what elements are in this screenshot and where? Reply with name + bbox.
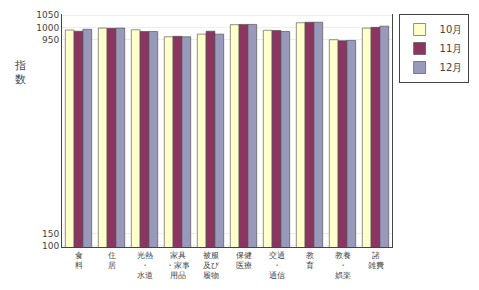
svg-text:諸雑費: 諸雑費 xyxy=(368,251,384,270)
svg-text:光熱・水道: 光熱・水道 xyxy=(137,251,153,281)
svg-text:被服及び履物: 被服及び履物 xyxy=(203,251,220,281)
svg-text:10月: 10月 xyxy=(440,24,463,35)
svg-text:交通・通信: 交通・通信 xyxy=(269,251,285,281)
svg-text:住居: 住居 xyxy=(108,251,116,270)
svg-text:100: 100 xyxy=(42,241,59,251)
svg-text:1050: 1050 xyxy=(36,10,59,20)
svg-text:11月: 11月 xyxy=(440,43,463,54)
svg-text:教養・娯楽: 教養・娯楽 xyxy=(335,251,351,281)
svg-text:指数: 指数 xyxy=(14,59,26,86)
svg-text:950: 950 xyxy=(42,35,59,45)
svg-text:教育: 教育 xyxy=(306,251,314,270)
svg-text:12月: 12月 xyxy=(440,62,463,73)
svg-text:食料: 食料 xyxy=(75,251,83,270)
svg-text:保健医療: 保健医療 xyxy=(236,251,252,270)
svg-text:150: 150 xyxy=(42,229,59,239)
svg-text:1000: 1000 xyxy=(36,23,59,33)
svg-text:家具・家事用品: 家具・家事用品 xyxy=(166,251,190,281)
